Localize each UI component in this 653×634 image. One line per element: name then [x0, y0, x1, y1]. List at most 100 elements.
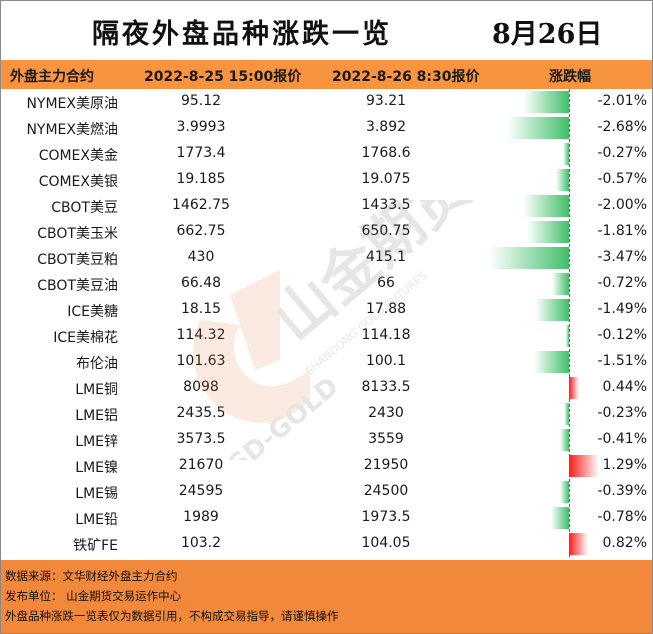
change-percent: -2.00%	[597, 197, 647, 213]
change-bar	[563, 403, 569, 425]
page-title: 隔夜外盘品种涨跌一览	[92, 19, 392, 50]
curr-price: 1973.5	[361, 509, 411, 525]
prev-price: 21670	[178, 457, 224, 473]
change-bar	[522, 195, 569, 217]
table-row: LME镍 21670 21950 1.29%	[1, 453, 652, 479]
prev-price: 24595	[178, 483, 224, 499]
prev-price: 95.12	[180, 93, 222, 109]
contract-name: ICE美棉花	[53, 330, 118, 346]
report-date: 8月26日	[492, 19, 603, 50]
contract-name: LME铝	[75, 408, 118, 424]
change-percent: -2.68%	[597, 119, 647, 135]
contract-name: NYMEX美原油	[26, 96, 118, 112]
table-row: COMEX美金 1773.4 1768.6 -0.27%	[1, 141, 652, 167]
prev-price: 2435.5	[176, 405, 226, 421]
change-bar	[566, 325, 569, 347]
change-bar	[555, 169, 569, 191]
table-row: CBOT美玉米 662.75 650.75 -1.81%	[1, 219, 652, 245]
table-row: ICE美糖 18.15 17.88 -1.49%	[1, 297, 652, 323]
title-bar: 隔夜外盘品种涨跌一览 8月26日	[0, 0, 653, 60]
table-row: LME铜 8098 8133.5 0.44%	[1, 375, 652, 401]
prev-price: 1773.4	[176, 145, 226, 161]
change-percent: -1.51%	[597, 353, 647, 369]
change-bar	[507, 117, 569, 139]
table-row: COMEX美银 19.185 19.075 -0.57%	[1, 167, 652, 193]
table-row: CBOT美豆油 66.48 66 -0.72%	[1, 271, 652, 297]
footer-notes: 数据来源：文华财经外盘主力合约 发布单位： 山金期货交易运作中心 外盘品种涨跌一…	[1, 560, 652, 633]
table-row: LME锌 3573.5 3559 -0.41%	[1, 427, 652, 453]
contract-name: COMEX美金	[38, 148, 118, 164]
contract-name: ICE美糖	[67, 304, 118, 320]
change-bar	[560, 481, 569, 503]
table-row: ICE美棉花 114.32 114.18 -0.12%	[1, 323, 652, 349]
table-body: NYMEX美原油 95.12 93.21 -2.01% NYMEX美燃油 3.9993 3.…	[1, 89, 652, 557]
change-percent: -0.12%	[597, 327, 647, 343]
contract-name: LME锌	[75, 434, 118, 450]
change-bar	[522, 91, 569, 113]
curr-price: 3559	[368, 431, 404, 447]
contract-name: CBOT美豆	[51, 200, 118, 216]
prev-price: 8098	[183, 379, 219, 395]
change-percent: -0.27%	[597, 145, 647, 161]
contract-name: LME铜	[75, 382, 118, 398]
prev-price: 103.2	[180, 535, 222, 551]
contract-name: LME镍	[75, 460, 118, 476]
prev-price: 662.75	[176, 223, 226, 239]
curr-price: 93.21	[365, 93, 407, 109]
change-bar	[569, 377, 580, 399]
curr-price: 17.88	[365, 301, 407, 317]
contract-name: CBOT美豆粕	[37, 252, 118, 268]
change-percent: 0.44%	[602, 379, 647, 395]
change-percent: -1.49%	[597, 301, 647, 317]
contract-name: CBOT美豆油	[37, 278, 118, 294]
prev-price: 101.63	[176, 353, 226, 369]
contract-name: 布伦油	[76, 356, 118, 372]
curr-price: 2430	[368, 405, 404, 421]
table-row: CBOT美豆 1462.75 1433.5 -2.00%	[1, 193, 652, 219]
change-percent: 1.29%	[602, 457, 647, 473]
curr-price: 415.1	[365, 249, 407, 265]
table-row: LME铅 1989 1973.5 -0.78%	[1, 505, 652, 531]
curr-price: 21950	[363, 457, 409, 473]
change-bar	[489, 247, 569, 269]
table-row: 铁矿FE 103.2 104.05 0.82%	[1, 531, 652, 557]
table-row: NYMEX美原油 95.12 93.21 -2.01%	[1, 89, 652, 115]
contract-name: COMEX美银	[38, 174, 118, 190]
curr-price: 1433.5	[361, 197, 411, 213]
prev-price: 430	[187, 249, 215, 265]
contract-name: LME锡	[75, 486, 118, 502]
contract-name: NYMEX美燃油	[26, 122, 118, 138]
change-percent: -0.78%	[597, 509, 647, 525]
contract-name: 铁矿FE	[73, 538, 118, 554]
prev-price: 1462.75	[172, 197, 230, 213]
change-percent: -0.72%	[597, 275, 647, 291]
change-bar	[569, 533, 588, 555]
change-bar	[534, 299, 569, 321]
change-bar	[551, 507, 569, 529]
header-prev-price: 2022-8-25 15:00报价	[144, 69, 302, 85]
table-row: NYMEX美燃油 3.9993 3.892 -2.68%	[1, 115, 652, 141]
curr-price: 104.05	[361, 535, 411, 551]
prev-price: 19.185	[176, 171, 226, 187]
curr-price: 8133.5	[361, 379, 411, 395]
change-bar	[552, 273, 569, 295]
footer-publisher: 发布单位： 山金期货交易运作中心	[5, 589, 182, 603]
change-percent: -0.57%	[597, 171, 647, 187]
change-percent: -2.01%	[597, 93, 647, 109]
change-percent: 0.82%	[602, 535, 647, 551]
table-row: CBOT美豆粕 430 415.1 -3.47%	[1, 245, 652, 271]
curr-price: 1768.6	[361, 145, 411, 161]
header-contract: 外盘主力合约	[10, 69, 94, 85]
bar-zero-axis	[569, 89, 570, 557]
curr-price: 24500	[363, 483, 409, 499]
table-row: 布伦油 101.63 100.1 -1.51%	[1, 349, 652, 375]
prev-price: 3.9993	[176, 119, 226, 135]
contract-name: LME铅	[75, 512, 118, 528]
table-header: 外盘主力合约 2022-8-25 15:00报价 2022-8-26 8:30报…	[1, 60, 652, 89]
curr-price: 114.18	[361, 327, 411, 343]
change-bar	[569, 455, 599, 477]
change-bar	[534, 351, 569, 373]
header-curr-price: 2022-8-26 8:30报价	[332, 69, 480, 85]
change-bar	[559, 429, 569, 451]
curr-price: 19.075	[361, 171, 411, 187]
